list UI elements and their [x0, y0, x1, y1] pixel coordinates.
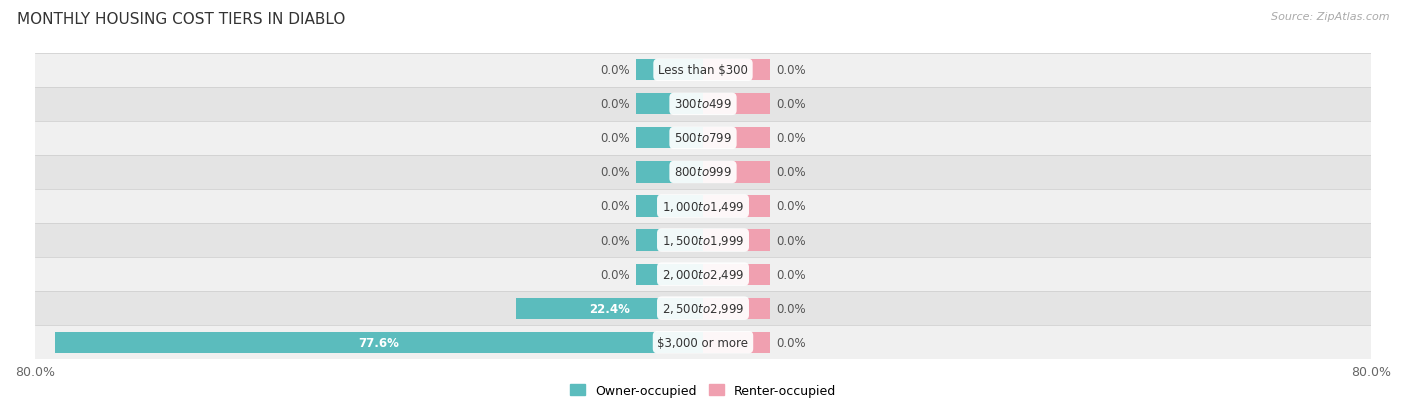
Text: 0.0%: 0.0%: [776, 302, 806, 315]
Bar: [636, 162, 703, 183]
Text: 0.0%: 0.0%: [776, 268, 806, 281]
Bar: [636, 196, 703, 217]
Bar: [636, 60, 703, 81]
Bar: [636, 94, 703, 115]
Bar: [35, 88, 1371, 121]
Text: MONTHLY HOUSING COST TIERS IN DIABLO: MONTHLY HOUSING COST TIERS IN DIABLO: [17, 12, 346, 27]
Text: 0.0%: 0.0%: [776, 166, 806, 179]
Bar: [35, 54, 1371, 88]
Bar: [703, 332, 769, 353]
Text: 22.4%: 22.4%: [589, 302, 630, 315]
Bar: [703, 60, 769, 81]
Bar: [35, 325, 1371, 359]
Text: Less than $300: Less than $300: [658, 64, 748, 77]
Text: $800 to $999: $800 to $999: [673, 166, 733, 179]
Bar: [636, 264, 703, 285]
Bar: [703, 128, 769, 149]
Text: 0.0%: 0.0%: [600, 64, 630, 77]
Text: 0.0%: 0.0%: [776, 64, 806, 77]
Bar: [703, 298, 769, 319]
Text: $2,500 to $2,999: $2,500 to $2,999: [662, 301, 744, 316]
Bar: [703, 264, 769, 285]
Text: 0.0%: 0.0%: [600, 268, 630, 281]
Text: $300 to $499: $300 to $499: [673, 98, 733, 111]
Text: $1,000 to $1,499: $1,000 to $1,499: [662, 199, 744, 214]
Legend: Owner-occupied, Renter-occupied: Owner-occupied, Renter-occupied: [565, 379, 841, 402]
Bar: [35, 190, 1371, 223]
Bar: [35, 156, 1371, 190]
Bar: [35, 121, 1371, 156]
Bar: [35, 292, 1371, 325]
Text: 0.0%: 0.0%: [600, 200, 630, 213]
Bar: [516, 298, 703, 319]
Bar: [55, 332, 703, 353]
Bar: [703, 196, 769, 217]
Text: $500 to $799: $500 to $799: [673, 132, 733, 145]
Text: 0.0%: 0.0%: [776, 132, 806, 145]
Text: 77.6%: 77.6%: [359, 336, 399, 349]
Text: 0.0%: 0.0%: [600, 132, 630, 145]
Text: $1,500 to $1,999: $1,500 to $1,999: [662, 233, 744, 247]
Bar: [703, 94, 769, 115]
Bar: [703, 162, 769, 183]
Bar: [35, 257, 1371, 292]
Bar: [703, 230, 769, 251]
Bar: [35, 223, 1371, 257]
Text: Source: ZipAtlas.com: Source: ZipAtlas.com: [1271, 12, 1389, 22]
Text: 0.0%: 0.0%: [776, 200, 806, 213]
Text: 0.0%: 0.0%: [600, 166, 630, 179]
Text: 0.0%: 0.0%: [600, 234, 630, 247]
Text: $3,000 or more: $3,000 or more: [658, 336, 748, 349]
Text: 0.0%: 0.0%: [776, 98, 806, 111]
Text: 0.0%: 0.0%: [776, 234, 806, 247]
Text: 0.0%: 0.0%: [600, 98, 630, 111]
Bar: [636, 230, 703, 251]
Bar: [636, 128, 703, 149]
Text: 0.0%: 0.0%: [776, 336, 806, 349]
Text: $2,000 to $2,499: $2,000 to $2,499: [662, 268, 744, 281]
